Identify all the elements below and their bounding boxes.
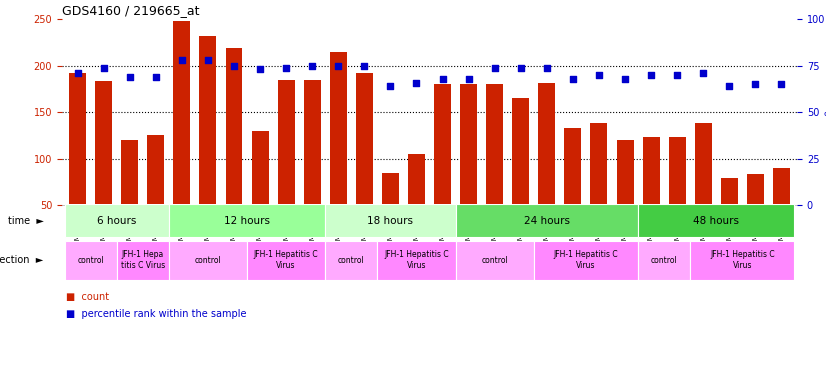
Point: [644, 72, 657, 78]
Point: [384, 83, 397, 89]
Bar: [487, 84, 503, 205]
Bar: [643, 137, 660, 205]
Text: infection  ►: infection ►: [0, 255, 44, 265]
Bar: [512, 98, 529, 205]
Bar: [695, 122, 712, 205]
Bar: [64, 241, 116, 280]
Bar: [377, 241, 456, 280]
Point: [254, 66, 267, 73]
Bar: [169, 241, 247, 280]
Bar: [169, 204, 325, 237]
Bar: [616, 140, 634, 205]
Bar: [64, 204, 169, 237]
Point: [514, 65, 527, 71]
Text: 24 hours: 24 hours: [524, 216, 570, 226]
Text: JFH-1 Hepatitis C
Virus: JFH-1 Hepatitis C Virus: [710, 250, 775, 270]
Bar: [325, 204, 456, 237]
Bar: [95, 81, 112, 205]
Bar: [173, 21, 190, 205]
Text: control: control: [482, 256, 508, 265]
Bar: [638, 241, 691, 280]
Point: [175, 57, 188, 63]
Bar: [460, 84, 477, 205]
Bar: [539, 83, 555, 205]
Point: [227, 63, 240, 69]
Point: [671, 72, 684, 78]
Bar: [116, 241, 169, 280]
Bar: [691, 241, 795, 280]
Bar: [252, 131, 268, 205]
Point: [723, 83, 736, 89]
Bar: [534, 241, 638, 280]
Bar: [121, 140, 138, 205]
Point: [488, 65, 501, 71]
Bar: [773, 168, 790, 205]
Text: 12 hours: 12 hours: [224, 216, 270, 226]
Text: control: control: [195, 256, 221, 265]
Point: [540, 65, 553, 71]
Point: [71, 70, 84, 76]
Text: control: control: [651, 256, 677, 265]
Bar: [591, 122, 607, 205]
Point: [306, 63, 319, 69]
Text: 18 hours: 18 hours: [368, 216, 414, 226]
Bar: [325, 241, 377, 280]
Point: [150, 74, 163, 80]
Text: GDS4160 / 219665_at: GDS4160 / 219665_at: [62, 3, 199, 17]
Bar: [638, 204, 795, 237]
Bar: [330, 52, 347, 205]
Bar: [456, 204, 638, 237]
Bar: [199, 36, 216, 205]
Bar: [382, 173, 399, 205]
Bar: [721, 177, 738, 205]
Point: [123, 74, 136, 80]
Text: ■  percentile rank within the sample: ■ percentile rank within the sample: [66, 309, 247, 319]
Point: [619, 76, 632, 82]
Text: JFH-1 Hepatitis C
Virus: JFH-1 Hepatitis C Virus: [254, 250, 319, 270]
Point: [436, 76, 449, 82]
Point: [202, 57, 215, 63]
Bar: [564, 128, 582, 205]
Text: ■  count: ■ count: [66, 292, 109, 302]
Bar: [434, 84, 451, 205]
Bar: [304, 80, 320, 205]
Text: JFH-1 Hepa
titis C Virus: JFH-1 Hepa titis C Virus: [121, 250, 165, 270]
Bar: [747, 174, 764, 205]
Text: 6 hours: 6 hours: [97, 216, 136, 226]
Point: [410, 79, 423, 86]
Bar: [69, 73, 86, 205]
Bar: [669, 137, 686, 205]
Text: control: control: [338, 256, 365, 265]
Text: JFH-1 Hepatitis C
Virus: JFH-1 Hepatitis C Virus: [384, 250, 449, 270]
Bar: [278, 80, 295, 205]
Bar: [456, 241, 534, 280]
Point: [462, 76, 475, 82]
Point: [279, 65, 292, 71]
Point: [592, 72, 605, 78]
Point: [696, 70, 710, 76]
Point: [749, 81, 762, 88]
Point: [567, 76, 580, 82]
Text: 48 hours: 48 hours: [693, 216, 739, 226]
Bar: [408, 154, 425, 205]
Text: control: control: [78, 256, 104, 265]
Text: time  ►: time ►: [7, 216, 44, 226]
Bar: [247, 241, 325, 280]
Y-axis label: %: %: [824, 112, 826, 122]
Point: [775, 81, 788, 88]
Point: [97, 65, 110, 71]
Text: JFH-1 Hepatitis C
Virus: JFH-1 Hepatitis C Virus: [553, 250, 618, 270]
Bar: [225, 48, 243, 205]
Bar: [147, 135, 164, 205]
Bar: [356, 73, 373, 205]
Point: [358, 63, 371, 69]
Point: [332, 63, 345, 69]
